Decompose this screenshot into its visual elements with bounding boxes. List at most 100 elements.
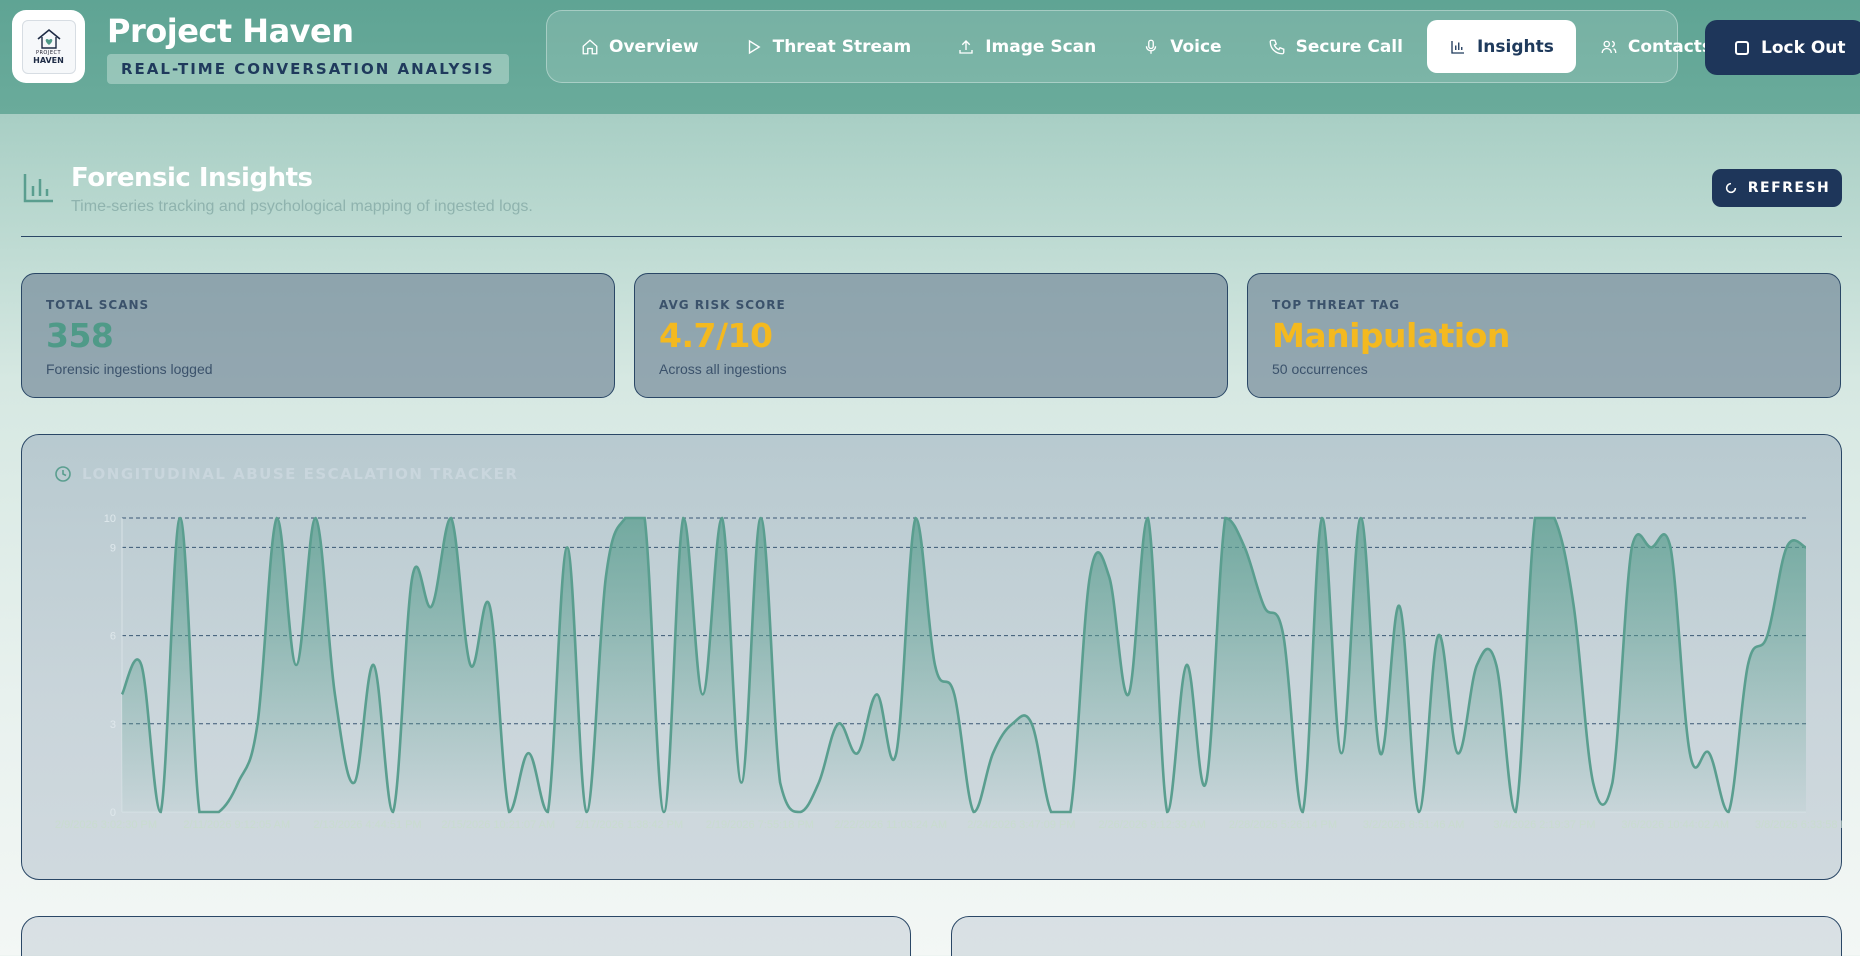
risk-data-point[interactable] [448, 515, 454, 521]
risk-data-point[interactable] [777, 780, 783, 786]
risk-data-point[interactable] [1803, 544, 1809, 550]
risk-data-point[interactable] [835, 721, 841, 727]
risk-data-point[interactable] [313, 515, 319, 521]
risk-data-point[interactable] [1532, 515, 1538, 521]
nav-image-scan[interactable]: Image Scan [935, 20, 1118, 73]
risk-data-point[interactable] [1648, 544, 1654, 550]
risk-data-point[interactable] [1203, 780, 1209, 786]
risk-data-point[interactable] [1668, 544, 1674, 550]
risk-data-point[interactable] [564, 544, 570, 550]
risk-data-point[interactable] [1184, 662, 1190, 668]
risk-data-point[interactable] [293, 662, 299, 668]
risk-data-point[interactable] [1300, 809, 1306, 815]
risk-data-point[interactable] [216, 809, 222, 815]
risk-data-point[interactable] [371, 662, 377, 668]
risk-data-point[interactable] [1455, 750, 1461, 756]
risk-data-point[interactable] [545, 809, 551, 815]
risk-data-point[interactable] [738, 780, 744, 786]
risk-data-point[interactable] [1319, 515, 1325, 521]
risk-data-point[interactable] [409, 574, 415, 580]
risk-data-point[interactable] [487, 603, 493, 609]
risk-data-point[interactable] [951, 691, 957, 697]
risk-data-point[interactable] [1513, 809, 1519, 815]
risk-data-point[interactable] [1048, 809, 1054, 815]
nav-secure-call[interactable]: Secure Call [1246, 20, 1425, 73]
risk-data-point[interactable] [1571, 603, 1577, 609]
risk-series-line[interactable] [120, 516, 1807, 814]
risk-data-point[interactable] [1067, 809, 1073, 815]
nav-threat-stream[interactable]: Threat Stream [723, 20, 934, 73]
risk-data-point[interactable] [177, 515, 183, 521]
risk-data-point[interactable] [893, 750, 899, 756]
risk-data-point[interactable] [274, 515, 280, 521]
risk-data-point[interactable] [874, 691, 880, 697]
risk-data-point[interactable] [1764, 633, 1770, 639]
risk-data-point[interactable] [603, 574, 609, 580]
risk-data-point[interactable] [680, 515, 686, 521]
risk-data-point[interactable] [1009, 721, 1015, 727]
risk-data-point[interactable] [158, 809, 164, 815]
nav-overview[interactable]: Overview [559, 20, 721, 73]
risk-data-point[interactable] [1435, 633, 1441, 639]
risk-data-point[interactable] [622, 515, 628, 521]
risk-data-point[interactable] [719, 515, 725, 521]
risk-data-point[interactable] [525, 750, 531, 756]
risk-data-point[interactable] [1706, 750, 1712, 756]
risk-data-point[interactable] [1687, 750, 1693, 756]
risk-data-point[interactable] [1358, 515, 1364, 521]
risk-data-point[interactable] [855, 750, 861, 756]
risk-data-point[interactable] [467, 662, 473, 668]
risk-data-point[interactable] [796, 809, 802, 815]
risk-data-point[interactable] [700, 691, 706, 697]
risk-data-point[interactable] [196, 809, 202, 815]
risk-data-point[interactable] [1397, 603, 1403, 609]
risk-data-point[interactable] [584, 809, 590, 815]
risk-data-point[interactable] [990, 750, 996, 756]
risk-data-point[interactable] [642, 515, 648, 521]
risk-data-point[interactable] [506, 809, 512, 815]
risk-data-point[interactable] [1493, 662, 1499, 668]
risk-data-point[interactable] [816, 780, 822, 786]
risk-data-point[interactable] [1242, 544, 1248, 550]
risk-data-point[interactable] [932, 662, 938, 668]
risk-data-point[interactable] [1087, 574, 1093, 580]
nav-contacts[interactable]: Contacts [1578, 20, 1734, 73]
risk-data-point[interactable] [758, 515, 764, 521]
risk-data-point[interactable] [913, 515, 919, 521]
refresh-button[interactable]: REFRESH [1712, 169, 1842, 207]
risk-data-point[interactable] [332, 691, 338, 697]
risk-data-point[interactable] [1745, 662, 1751, 668]
risk-data-point[interactable] [1377, 750, 1383, 756]
risk-data-point[interactable] [390, 809, 396, 815]
risk-data-point[interactable] [1416, 809, 1422, 815]
risk-data-point[interactable] [1629, 544, 1635, 550]
nav-voice[interactable]: Voice [1120, 20, 1243, 73]
app-logo[interactable]: PROJECT HAVEN [12, 10, 85, 83]
risk-data-point[interactable] [254, 721, 260, 727]
risk-data-point[interactable] [1106, 574, 1112, 580]
risk-data-point[interactable] [1261, 603, 1267, 609]
risk-data-point[interactable] [1474, 662, 1480, 668]
risk-data-point[interactable] [1726, 809, 1732, 815]
risk-data-point[interactable] [1029, 721, 1035, 727]
risk-data-point[interactable] [1164, 809, 1170, 815]
risk-data-point[interactable] [138, 662, 144, 668]
risk-data-point[interactable] [1609, 780, 1615, 786]
risk-data-point[interactable] [1222, 515, 1228, 521]
risk-data-point[interactable] [661, 809, 667, 815]
risk-data-point[interactable] [971, 809, 977, 815]
risk-data-point[interactable] [1145, 515, 1151, 521]
nav-label: Secure Call [1295, 36, 1403, 57]
risk-data-point[interactable] [1126, 691, 1132, 697]
risk-data-point[interactable] [119, 691, 125, 697]
risk-data-point[interactable] [235, 780, 241, 786]
lock-out-button[interactable]: Lock Out [1705, 20, 1860, 75]
risk-data-point[interactable] [1551, 515, 1557, 521]
nav-insights[interactable]: Insights [1426, 20, 1576, 73]
risk-data-point[interactable] [1280, 633, 1286, 639]
risk-data-point[interactable] [351, 780, 357, 786]
risk-data-point[interactable] [1784, 544, 1790, 550]
risk-data-point[interactable] [429, 603, 435, 609]
risk-data-point[interactable] [1590, 780, 1596, 786]
risk-data-point[interactable] [1338, 750, 1344, 756]
